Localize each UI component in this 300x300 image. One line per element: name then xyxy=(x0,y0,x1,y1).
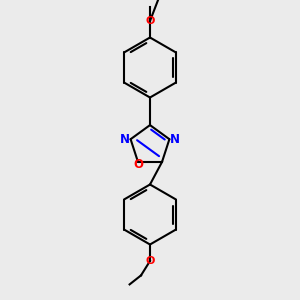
Text: N: N xyxy=(170,133,180,146)
Text: N: N xyxy=(120,133,130,146)
Text: O: O xyxy=(145,16,155,26)
Text: O: O xyxy=(145,256,155,266)
Text: O: O xyxy=(133,158,143,171)
